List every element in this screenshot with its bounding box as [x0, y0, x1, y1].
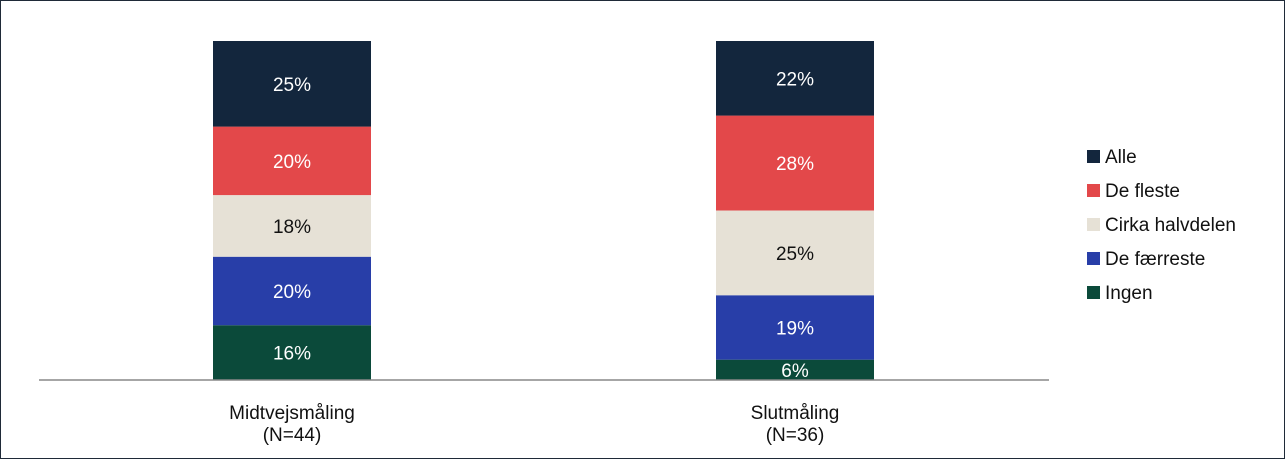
data-label-midtvejs-alle: 25%: [273, 75, 311, 96]
data-label-slut-de-f-rreste: 19%: [776, 318, 814, 339]
legend-label-de-fleste: De fleste: [1105, 181, 1180, 202]
data-label-midtvejs-ingen: 16%: [273, 344, 311, 365]
category-label-midtvejs: Midtvejsmåling (N=44): [229, 403, 355, 446]
legend-swatch-cirka-halvdelen: [1087, 218, 1100, 231]
data-label-midtvejs-cirka-halvdelen: 18%: [273, 217, 311, 238]
legend-swatch-de-fleste: [1087, 184, 1100, 197]
bar-segment-midtvejs-alle: [213, 41, 371, 127]
bar-segment-midtvejs-de-f-rreste: [213, 256, 371, 326]
data-label-midtvejs-de-fleste: 20%: [273, 152, 311, 173]
bar-segment-midtvejs-cirka-halvdelen: [213, 195, 371, 257]
legend-label-ingen: Ingen: [1105, 283, 1153, 304]
bar-segment-slut-alle: [716, 41, 874, 116]
bar-segment-slut-de-fleste: [716, 115, 874, 211]
data-label-slut-de-fleste: 28%: [776, 154, 814, 175]
data-label-slut-cirka-halvdelen: 25%: [776, 244, 814, 265]
legend-label-de-f-rreste: De færreste: [1105, 249, 1205, 270]
legend-swatch-ingen: [1087, 286, 1100, 299]
category-label-slut: Slutmåling (N=36): [751, 403, 840, 446]
bars-layer: 16% 20% 18% 20% 25% 6% 19% 25% 28% 22%: [213, 41, 874, 382]
legend-label-cirka-halvdelen: Cirka halvdelen: [1105, 215, 1236, 236]
bar-segment-midtvejs-ingen: [213, 325, 371, 380]
legend-swatch-alle: [1087, 150, 1100, 163]
category-labels: Midtvejsmåling (N=44) Slutmåling (N=36): [229, 403, 839, 446]
bar-segment-midtvejs-de-fleste: [213, 126, 371, 196]
legend-label-alle: Alle: [1105, 147, 1137, 168]
legend: Alle De fleste Cirka halvdelen De færreste I…: [1087, 147, 1236, 304]
bar-segment-slut-ingen: [716, 359, 874, 380]
bar-segment-slut-cirka-halvdelen: [716, 210, 874, 296]
legend-swatch-de-f-rreste: [1087, 252, 1100, 265]
bar-segment-slut-de-f-rreste: [716, 295, 874, 360]
data-label-slut-ingen: 6%: [781, 361, 809, 382]
data-label-midtvejs-de-f-rreste: 20%: [273, 282, 311, 303]
data-label-slut-alle: 22%: [776, 69, 814, 90]
